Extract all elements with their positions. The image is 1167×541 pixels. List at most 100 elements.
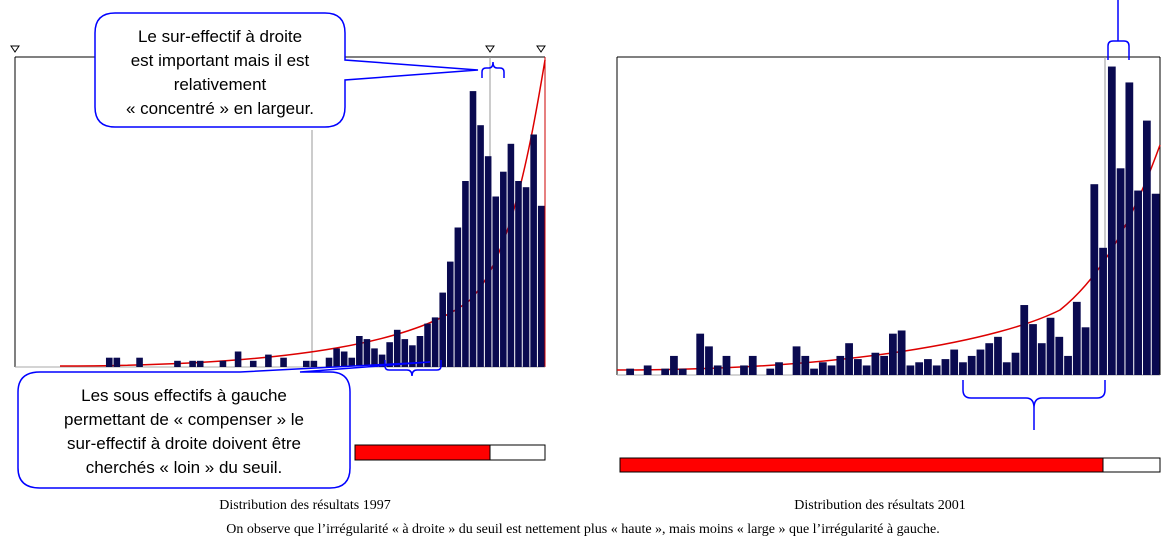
bar: [1099, 247, 1107, 375]
bar: [845, 343, 853, 375]
bar: [818, 362, 827, 375]
bar: [976, 349, 985, 375]
callout-text: Le sur-effectif à droite est important m…: [64, 27, 314, 477]
bar: [174, 360, 181, 367]
bar: [439, 292, 446, 367]
bar: [1090, 184, 1099, 375]
bar: [303, 360, 310, 367]
brace: [481, 61, 505, 78]
plot-2001: [616, 56, 1161, 473]
callout-top: [94, 12, 479, 128]
bar: [827, 365, 836, 375]
bar: [446, 261, 454, 367]
bar: [333, 348, 340, 367]
white-bar: [489, 444, 546, 461]
markers: [10, 45, 546, 53]
bar: [416, 336, 424, 367]
bar: [234, 351, 242, 367]
bar: [1107, 66, 1116, 375]
caption: Distribution des résultats 1997: [219, 498, 391, 513]
bar: [477, 125, 484, 367]
bar: [871, 352, 880, 375]
bar: [469, 91, 477, 367]
brace: [962, 380, 1106, 430]
bar: [1072, 301, 1081, 375]
bar: [661, 368, 670, 375]
bar: [696, 333, 705, 375]
bar: [530, 134, 537, 367]
bar: [862, 365, 871, 375]
callout-line: est important mais il est: [131, 51, 310, 70]
bar: [1020, 305, 1029, 375]
callout-line: relativement: [174, 75, 267, 94]
bar: [386, 342, 393, 367]
bar: [740, 365, 748, 375]
bar: [932, 365, 941, 375]
bar: [113, 357, 121, 367]
white-bar: [1102, 457, 1161, 473]
bar: [1081, 327, 1090, 375]
red-bar: [619, 457, 1104, 473]
bar: [994, 336, 1002, 375]
bar: [906, 365, 915, 375]
bar: [1064, 355, 1072, 375]
bar: [1011, 352, 1020, 375]
bar: [189, 360, 196, 367]
red-bar: [354, 444, 491, 461]
bar: [950, 349, 959, 375]
bars: [105, 66, 1160, 375]
bar: [1002, 362, 1011, 375]
bar: [348, 357, 356, 367]
bar: [1151, 193, 1160, 375]
bar: [363, 339, 371, 367]
callout-bottom: [17, 361, 431, 489]
bar: [196, 360, 204, 367]
bar: [393, 329, 401, 367]
bar: [325, 357, 333, 367]
brace: [1107, 0, 1130, 60]
bar: [265, 354, 272, 367]
callout-line: cherchés « loin » du seuil.: [86, 458, 283, 477]
bar: [775, 362, 783, 375]
bar: [1037, 343, 1046, 375]
bar: [880, 355, 888, 375]
bar: [810, 368, 818, 375]
bar: [484, 156, 492, 367]
bar: [643, 365, 652, 375]
brace: [384, 360, 442, 377]
bar: [522, 187, 530, 367]
bar: [378, 354, 386, 367]
bar: [310, 360, 318, 367]
callout-line: Les sous effectifs à gauche: [81, 386, 287, 405]
caption: Distribution des résultats 2001: [794, 498, 966, 513]
bar: [507, 143, 515, 367]
callout-line: Le sur-effectif à droite: [138, 27, 302, 46]
bar: [280, 357, 287, 367]
bar: [1142, 120, 1151, 375]
bar: [537, 205, 545, 367]
bar: [705, 346, 713, 375]
bar: [792, 346, 801, 375]
bar: [1046, 317, 1055, 375]
bar: [105, 357, 113, 367]
bar: [1055, 336, 1064, 375]
callout-line: permettant de « compenser » le: [64, 410, 304, 429]
bar: [340, 351, 348, 367]
bar: [924, 359, 932, 375]
bar: [801, 355, 810, 375]
bar: [915, 362, 924, 375]
bar: [424, 323, 431, 367]
bar: [500, 171, 507, 367]
bar: [889, 333, 897, 375]
bar: [1125, 82, 1134, 375]
bar: [722, 355, 731, 375]
bar: [678, 368, 687, 375]
bar: [959, 362, 967, 375]
bar: [492, 196, 500, 367]
bar: [626, 368, 635, 375]
bar: [454, 227, 462, 367]
bar: [1116, 168, 1125, 375]
bar: [136, 357, 143, 367]
bar: [967, 355, 976, 375]
